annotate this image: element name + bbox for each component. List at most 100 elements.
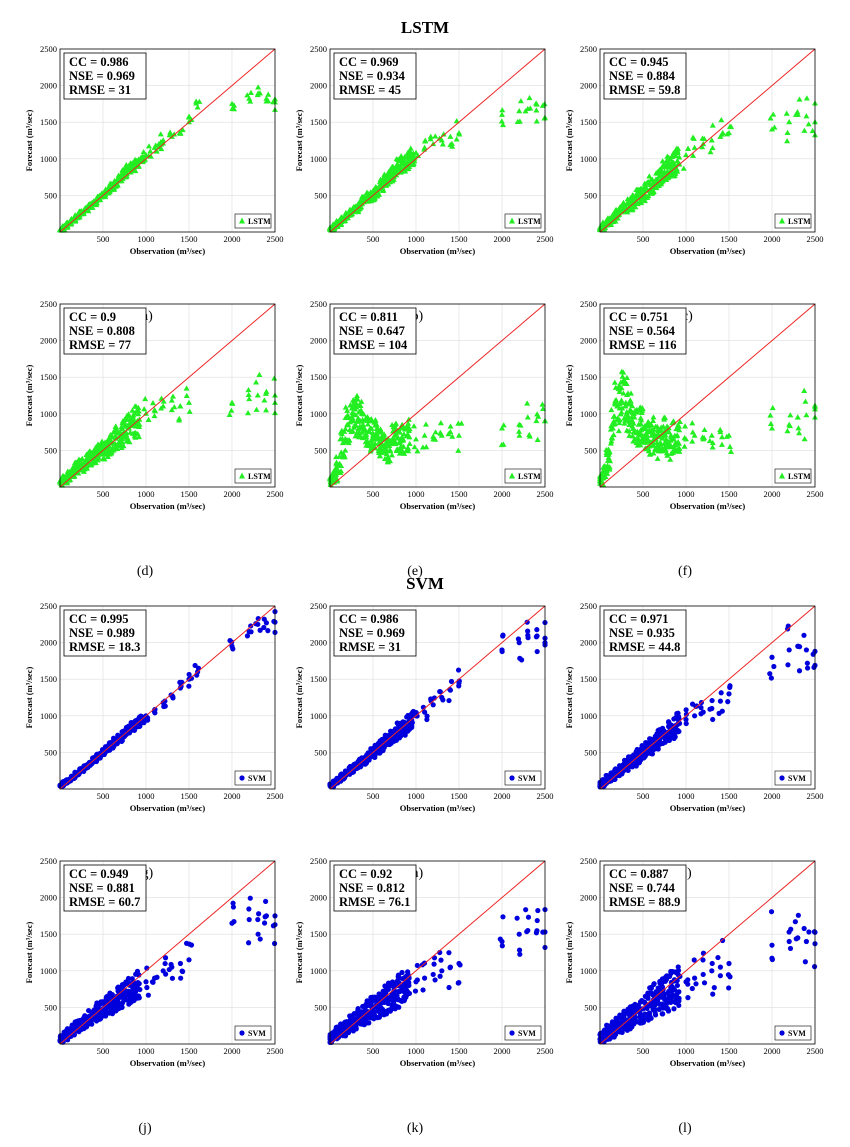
- data-point: [514, 915, 520, 921]
- stat-text: CC = 0.986: [69, 55, 129, 69]
- data-point: [141, 406, 148, 412]
- x-tick-label: 500: [637, 1046, 650, 1056]
- data-point: [795, 425, 802, 431]
- data-point: [160, 137, 167, 143]
- data-point: [629, 433, 636, 439]
- y-tick-label: 2500: [310, 44, 327, 54]
- data-point: [719, 708, 725, 714]
- data-point: [404, 422, 411, 428]
- one-to-one-line: [59, 303, 276, 488]
- one-to-one-line: [59, 860, 276, 1045]
- plot-frame: [329, 860, 546, 1045]
- data-point: [445, 431, 452, 437]
- data-point: [399, 434, 406, 440]
- x-tick-label: 1500: [721, 791, 738, 801]
- y-tick-label: 1500: [580, 929, 597, 939]
- data-point: [794, 414, 801, 420]
- data-point: [498, 118, 505, 124]
- data-point: [432, 977, 438, 983]
- data-point: [525, 914, 532, 920]
- data-point: [706, 437, 713, 444]
- data-point: [449, 433, 456, 439]
- data-point: [655, 448, 662, 454]
- x-tick-label: 500: [97, 791, 110, 801]
- data-point: [396, 734, 402, 740]
- stat-text: NSE = 0.934: [339, 69, 406, 83]
- data-point: [448, 678, 455, 685]
- data-point: [132, 992, 138, 998]
- x-tick-label: 500: [367, 1046, 380, 1056]
- legend-label: SVM: [788, 1029, 806, 1038]
- data-point: [385, 980, 392, 986]
- data-point: [664, 425, 671, 431]
- data-point: [124, 437, 131, 443]
- data-point: [160, 398, 167, 404]
- data-point: [517, 951, 523, 957]
- data-point: [333, 469, 340, 475]
- one-to-one-line: [329, 48, 546, 233]
- x-tick-label: 500: [367, 234, 380, 244]
- data-point: [422, 975, 428, 981]
- stat-text: CC = 0.986: [339, 612, 399, 626]
- data-point: [381, 448, 388, 454]
- data-point: [360, 759, 366, 765]
- data-point: [612, 401, 619, 407]
- data-point: [355, 1016, 361, 1022]
- data-point: [515, 428, 522, 434]
- data-point: [691, 957, 697, 963]
- scatter-points: [327, 906, 548, 1045]
- legend-label: LSTM: [518, 217, 541, 226]
- y-tick-label: 1000: [580, 409, 597, 419]
- data-point: [809, 127, 816, 134]
- data-point: [683, 707, 689, 713]
- data-point: [455, 447, 462, 453]
- data-point: [609, 435, 616, 441]
- data-point: [262, 914, 268, 920]
- x-tick-label: 500: [97, 489, 110, 499]
- data-point: [719, 434, 726, 440]
- data-point: [659, 731, 665, 737]
- data-point: [709, 144, 716, 151]
- data-point: [767, 420, 774, 426]
- data-point: [84, 455, 91, 462]
- data-point: [407, 154, 414, 160]
- data-point: [689, 701, 696, 707]
- plot-frame: [599, 48, 816, 233]
- data-point: [331, 472, 338, 478]
- data-point: [648, 1015, 654, 1021]
- x-tick-label: 1500: [721, 1046, 738, 1056]
- data-point: [639, 998, 645, 1004]
- data-point: [261, 624, 267, 631]
- data-point: [248, 629, 254, 635]
- legend-marker: [509, 217, 515, 224]
- data-point: [534, 633, 540, 639]
- data-point: [353, 404, 360, 410]
- data-point: [186, 671, 192, 678]
- data-point: [403, 433, 410, 439]
- data-point: [539, 401, 546, 407]
- data-point: [427, 133, 434, 139]
- data-point: [389, 177, 396, 183]
- data-point: [398, 156, 405, 162]
- x-tick-label: 1000: [678, 1046, 695, 1056]
- scatter-plot: 500 1000 1500 2000 25005001000150020002500Ob…: [564, 44, 824, 256]
- stat-text: CC = 0.887: [609, 867, 669, 881]
- legend-marker: [509, 1030, 515, 1036]
- x-tick-label: 1000: [138, 234, 155, 244]
- data-point: [664, 452, 671, 458]
- x-tick-label: 1500: [451, 234, 468, 244]
- data-point: [89, 1021, 95, 1027]
- data-point: [440, 697, 446, 703]
- data-point: [620, 390, 627, 396]
- data-point: [767, 671, 773, 677]
- data-point: [629, 1018, 635, 1024]
- data-point: [650, 450, 657, 456]
- data-point: [619, 373, 626, 379]
- data-point: [668, 733, 675, 739]
- data-point: [607, 426, 614, 432]
- data-point: [437, 429, 444, 435]
- y-tick-label: 1500: [580, 117, 597, 127]
- y-axis-label: Forecast (m³/sec): [24, 365, 34, 427]
- data-point: [692, 975, 698, 981]
- data-point: [659, 1001, 665, 1007]
